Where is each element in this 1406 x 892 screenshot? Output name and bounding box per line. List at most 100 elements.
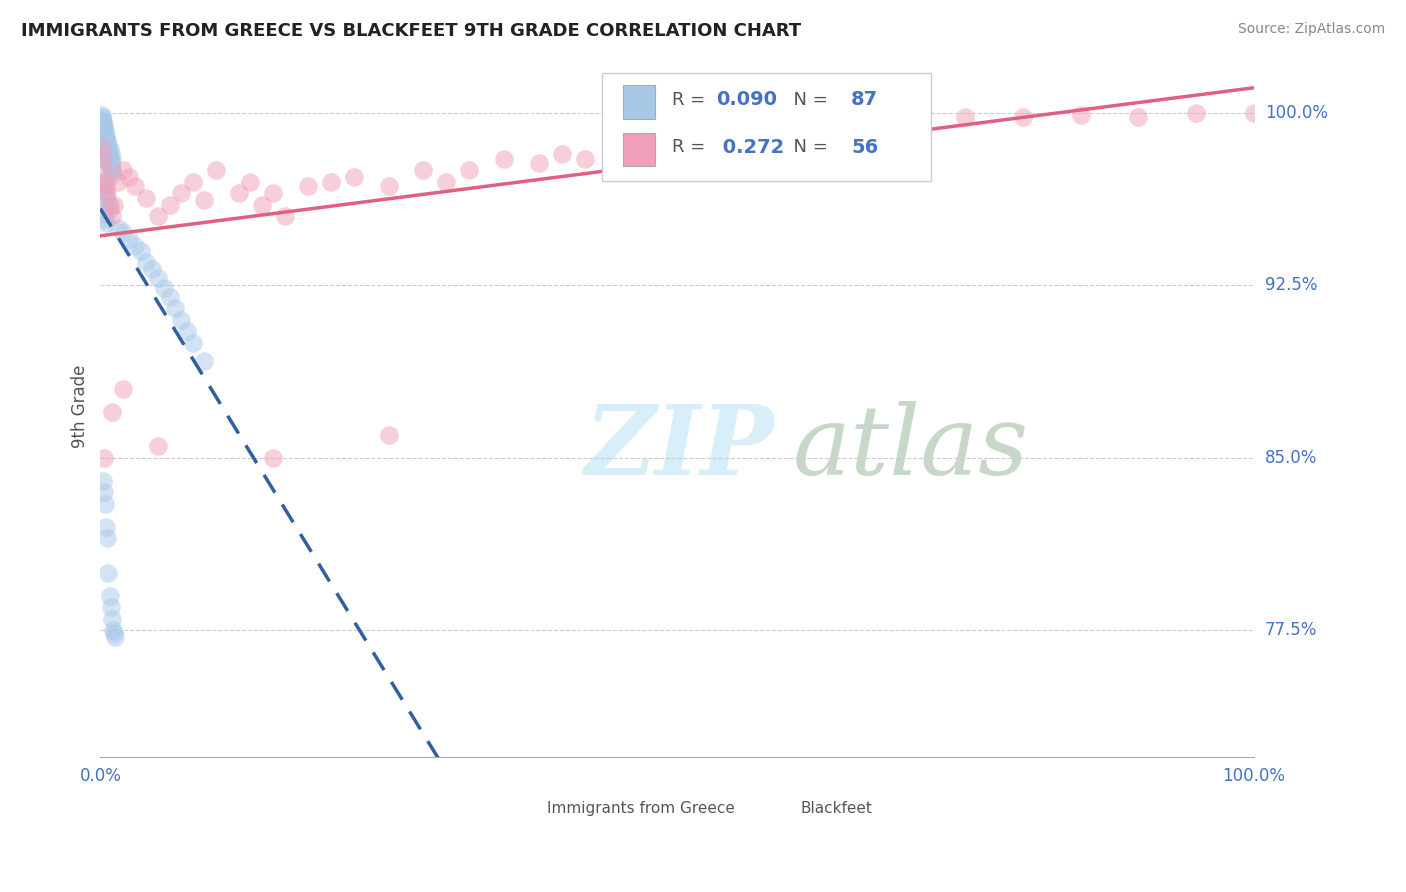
Point: [135, 191, 157, 205]
Point: [96, 193, 118, 207]
FancyBboxPatch shape: [602, 72, 931, 181]
Point: [839, 120, 862, 134]
Point: [94, 179, 117, 194]
Point: [94, 143, 117, 157]
Point: [96, 149, 118, 163]
Point: [181, 175, 204, 189]
Point: [146, 209, 169, 223]
Point: [94, 175, 117, 189]
Point: [94, 133, 117, 147]
Point: [101, 209, 124, 223]
Point: [607, 140, 630, 154]
Point: [94, 137, 117, 152]
Point: [94, 145, 117, 159]
Point: [181, 335, 204, 350]
Point: [101, 168, 124, 182]
Point: [97, 137, 120, 152]
Y-axis label: 9th Grade: 9th Grade: [72, 364, 89, 448]
Point: [1128, 110, 1150, 124]
Point: [91, 175, 114, 189]
Point: [91, 124, 114, 138]
Point: [94, 136, 117, 150]
Point: [343, 170, 366, 185]
Point: [94, 188, 117, 202]
FancyBboxPatch shape: [623, 85, 655, 119]
Point: [97, 147, 120, 161]
Point: [93, 128, 115, 143]
Text: N =: N =: [782, 91, 834, 109]
Point: [93, 120, 115, 134]
Point: [165, 301, 187, 316]
Point: [98, 152, 121, 166]
Point: [90, 112, 112, 127]
Point: [239, 175, 262, 189]
Point: [100, 161, 122, 175]
Text: 85.0%: 85.0%: [1265, 449, 1317, 467]
Text: ZIP: ZIP: [585, 401, 775, 495]
Point: [897, 115, 920, 129]
Point: [176, 324, 198, 338]
Point: [112, 163, 135, 178]
Point: [100, 156, 122, 170]
Point: [91, 152, 114, 166]
Point: [159, 290, 181, 304]
Point: [94, 497, 117, 511]
Point: [574, 152, 596, 166]
Point: [297, 179, 319, 194]
Point: [101, 612, 124, 626]
Point: [97, 153, 120, 168]
Point: [91, 121, 114, 136]
Point: [94, 131, 117, 145]
Point: [91, 474, 114, 488]
Point: [93, 127, 115, 141]
Point: [90, 108, 112, 122]
Point: [94, 140, 117, 154]
Point: [93, 124, 115, 138]
Text: Blackfeet: Blackfeet: [800, 801, 872, 815]
Point: [94, 216, 117, 230]
Point: [101, 405, 124, 419]
Point: [91, 121, 114, 136]
Point: [96, 133, 118, 147]
Point: [93, 131, 115, 145]
Point: [94, 128, 117, 143]
Point: [434, 175, 457, 189]
Point: [141, 262, 163, 277]
Point: [101, 165, 124, 179]
Point: [97, 197, 120, 211]
Point: [94, 520, 117, 534]
Point: [118, 232, 141, 246]
Text: 92.5%: 92.5%: [1265, 277, 1317, 294]
Point: [262, 186, 284, 201]
Point: [96, 532, 118, 546]
Point: [91, 117, 114, 131]
Text: R =: R =: [672, 138, 711, 156]
Point: [159, 197, 181, 211]
Point: [94, 136, 117, 150]
Point: [643, 147, 665, 161]
Point: [94, 184, 117, 198]
Text: 0.090: 0.090: [716, 90, 778, 109]
Point: [93, 128, 115, 143]
Text: N =: N =: [782, 138, 834, 156]
Point: [782, 124, 804, 138]
Point: [146, 439, 169, 453]
Point: [93, 485, 115, 500]
Point: [94, 124, 117, 138]
Text: 56: 56: [851, 138, 879, 157]
FancyBboxPatch shape: [769, 804, 794, 815]
Point: [112, 382, 135, 396]
Point: [98, 589, 121, 603]
Point: [100, 600, 122, 615]
Text: IMMIGRANTS FROM GREECE VS BLACKFEET 9TH GRADE CORRELATION CHART: IMMIGRANTS FROM GREECE VS BLACKFEET 9TH …: [21, 22, 801, 40]
Point: [90, 110, 112, 124]
Point: [96, 186, 118, 201]
Point: [98, 156, 121, 170]
Point: [262, 450, 284, 465]
Text: Source: ZipAtlas.com: Source: ZipAtlas.com: [1237, 22, 1385, 37]
Point: [170, 312, 193, 326]
Point: [93, 163, 115, 178]
Point: [90, 115, 112, 129]
Point: [204, 163, 226, 178]
Point: [103, 625, 125, 640]
